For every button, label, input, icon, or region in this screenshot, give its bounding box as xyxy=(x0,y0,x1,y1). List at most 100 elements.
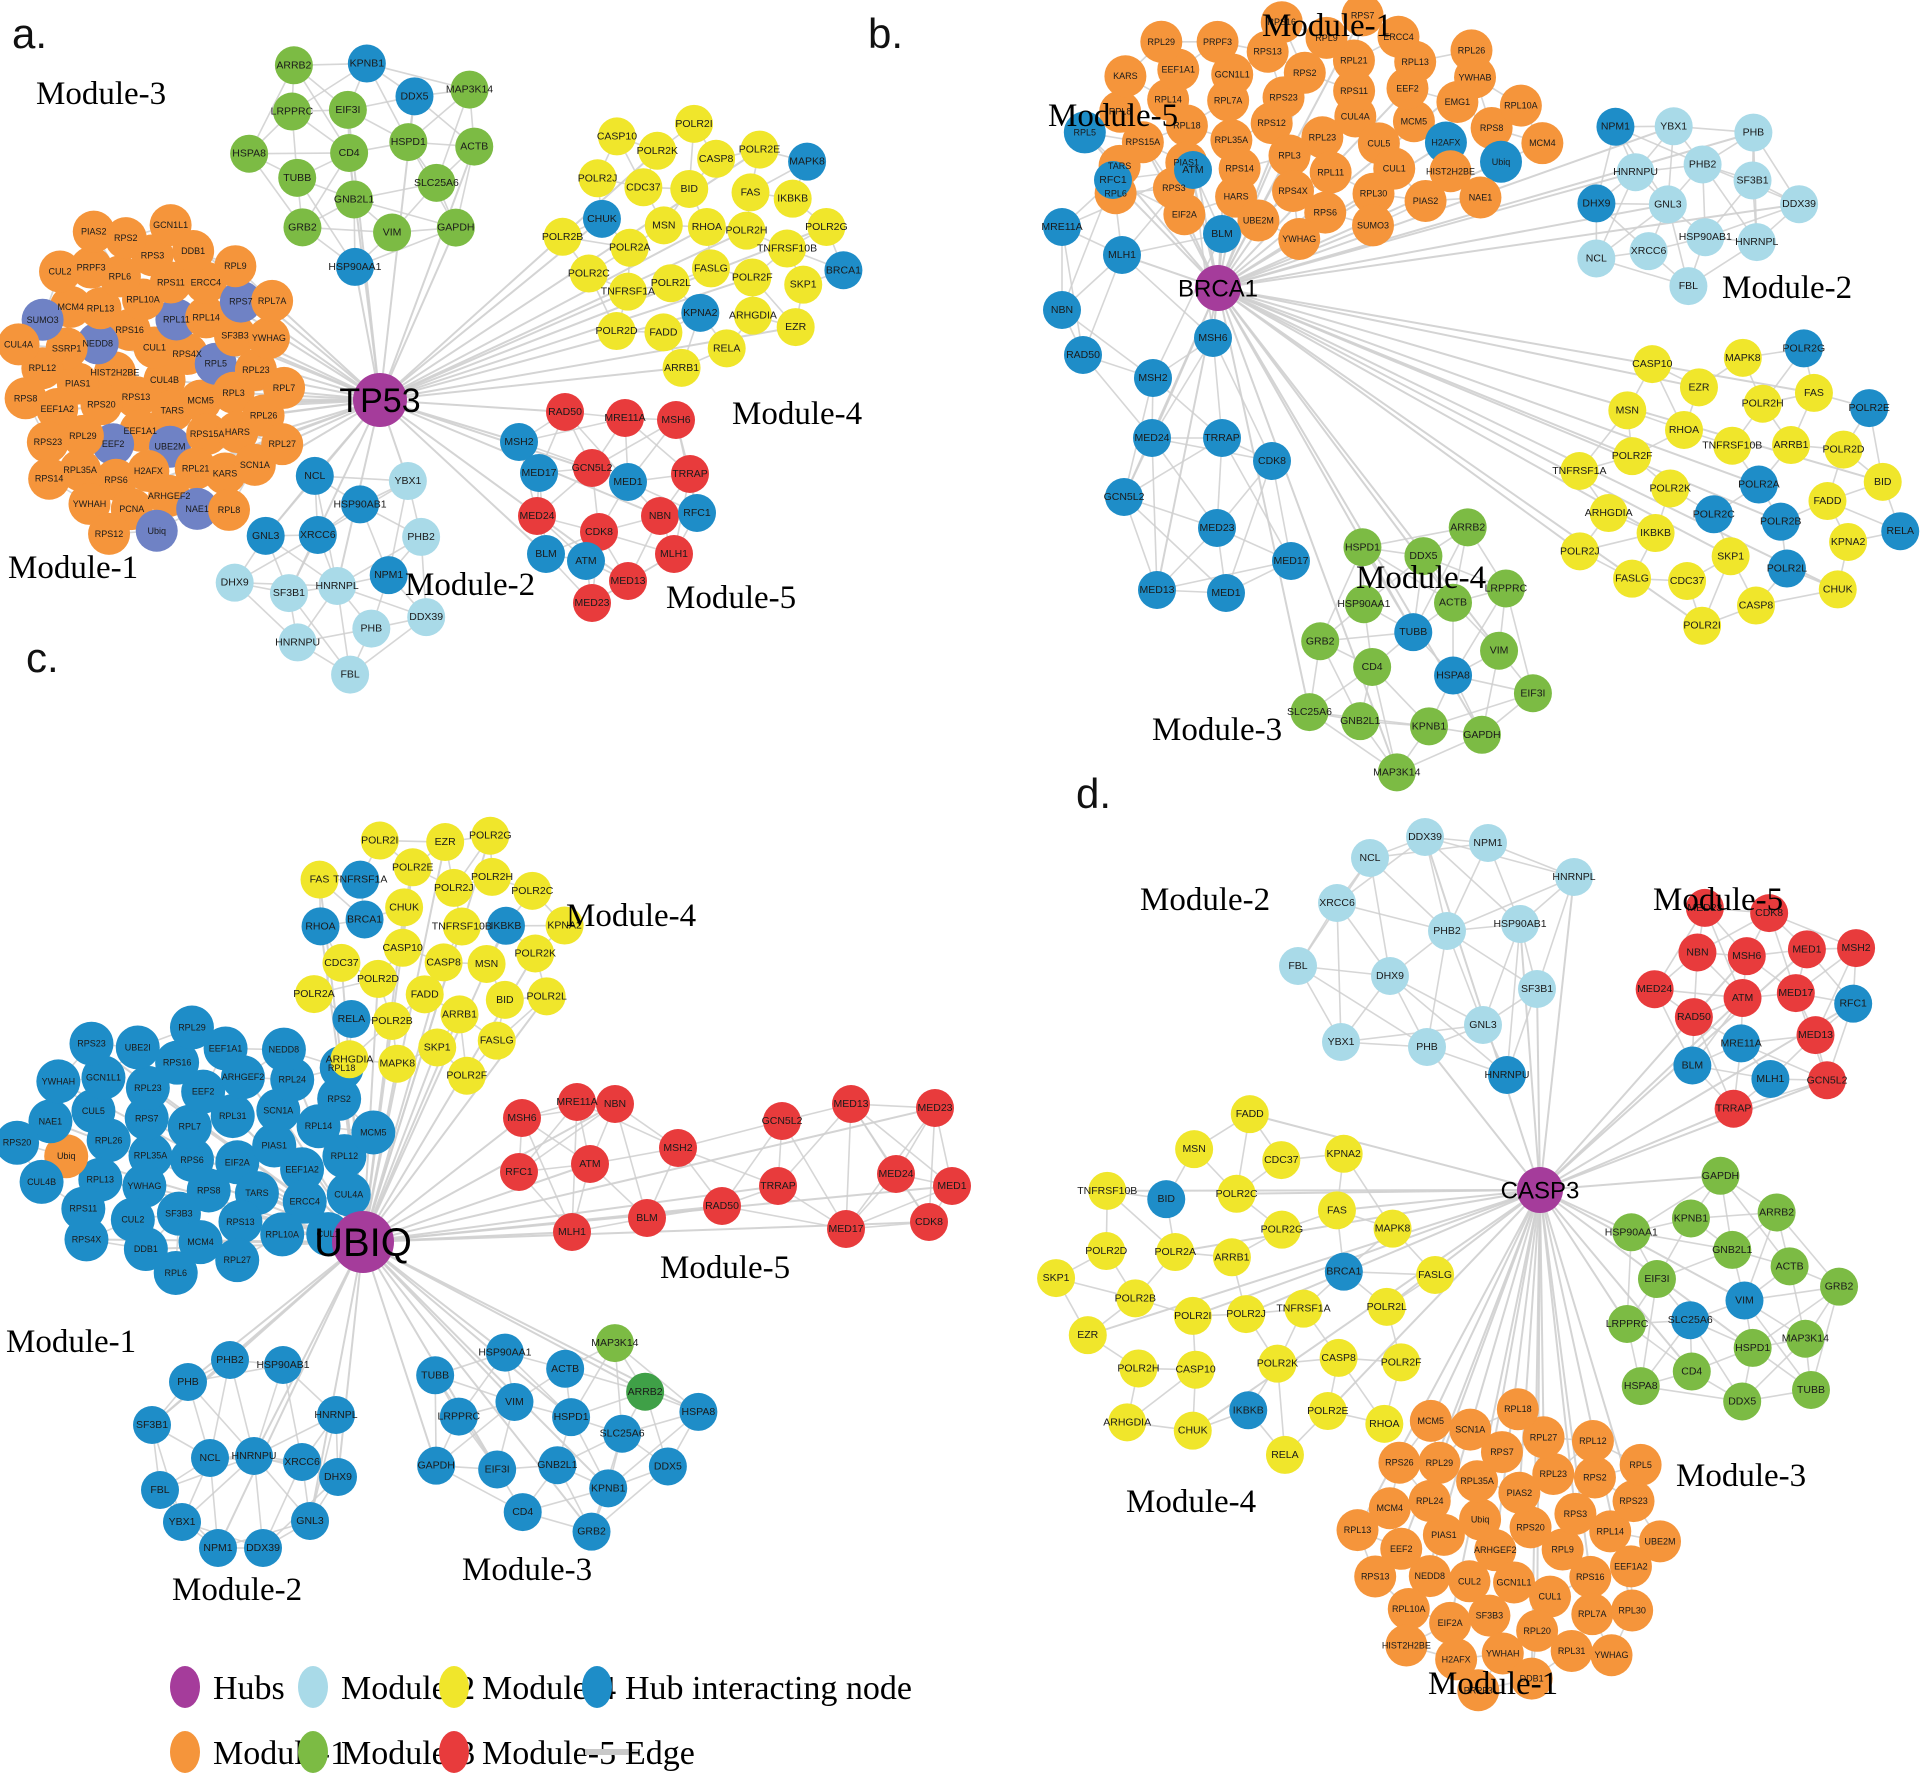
node xyxy=(251,279,294,322)
node xyxy=(68,482,111,525)
node xyxy=(558,1083,596,1121)
node xyxy=(395,77,434,116)
hub-edge xyxy=(1217,203,1800,289)
node xyxy=(1176,1350,1215,1389)
node xyxy=(1733,161,1772,200)
node xyxy=(360,821,399,860)
node xyxy=(1324,1252,1363,1291)
node xyxy=(471,816,510,855)
node xyxy=(1404,179,1447,222)
node xyxy=(644,313,683,352)
hub-edge xyxy=(1249,1113,1541,1191)
node xyxy=(1283,51,1326,94)
node xyxy=(1820,1267,1859,1306)
hub-edge xyxy=(362,1241,438,1466)
node xyxy=(283,208,322,247)
node xyxy=(213,314,256,357)
legend-swatch-hub-interacting-node xyxy=(582,1666,612,1708)
node xyxy=(1268,134,1311,177)
node xyxy=(1674,998,1713,1037)
edge xyxy=(607,1411,699,1489)
node xyxy=(211,1341,249,1379)
node xyxy=(1253,442,1291,480)
node xyxy=(1737,223,1776,262)
node xyxy=(1368,1487,1411,1530)
hub-label: CASP3 xyxy=(1501,1177,1580,1204)
node xyxy=(1571,1593,1614,1636)
node xyxy=(426,823,465,862)
edge xyxy=(1424,836,1521,925)
node xyxy=(1099,90,1142,133)
node xyxy=(1499,84,1542,127)
node xyxy=(176,487,219,530)
hub-edge xyxy=(1217,287,1700,389)
node xyxy=(1230,1095,1269,1134)
node xyxy=(678,494,716,532)
node xyxy=(1377,753,1416,792)
node xyxy=(485,980,524,1019)
node xyxy=(341,860,380,899)
hub-edge xyxy=(1217,287,1311,713)
node xyxy=(19,1159,64,1204)
node xyxy=(352,609,391,648)
node xyxy=(1203,215,1241,253)
node xyxy=(385,888,424,927)
node xyxy=(1175,1130,1214,1169)
node xyxy=(76,322,119,365)
node xyxy=(1791,1370,1830,1409)
node xyxy=(573,584,611,622)
node xyxy=(104,217,147,260)
node xyxy=(417,1446,456,1485)
node xyxy=(149,204,192,247)
node xyxy=(651,264,690,303)
edge xyxy=(1061,226,1084,356)
node xyxy=(603,1414,642,1453)
node xyxy=(389,123,428,162)
node xyxy=(1448,1560,1491,1603)
node xyxy=(169,1363,207,1401)
hub-edge xyxy=(1539,1189,1545,1438)
panel-letter: b. xyxy=(868,10,903,57)
node xyxy=(1212,1238,1251,1277)
hub-edge xyxy=(1217,287,1760,486)
node xyxy=(731,173,770,212)
node xyxy=(1392,100,1435,143)
node xyxy=(595,1324,634,1363)
node xyxy=(1262,1210,1301,1249)
node xyxy=(520,454,558,492)
node xyxy=(1418,1441,1461,1484)
node xyxy=(1410,707,1449,746)
node xyxy=(545,906,584,945)
legend: Hubs Module-2 Module-4 Hub interacting node… xyxy=(170,1666,912,1773)
node xyxy=(1808,482,1847,521)
node xyxy=(1739,465,1778,504)
node xyxy=(1683,145,1722,184)
node xyxy=(1290,693,1329,732)
node xyxy=(4,377,47,420)
hub-node xyxy=(1517,1167,1563,1213)
edge xyxy=(1412,526,1469,633)
node xyxy=(263,366,306,409)
node xyxy=(1353,647,1392,686)
node xyxy=(1701,1156,1740,1195)
node xyxy=(373,1001,412,1040)
node xyxy=(1577,184,1616,223)
node xyxy=(1750,894,1789,933)
hub-edge xyxy=(1539,1189,1577,1514)
node xyxy=(335,247,374,286)
node xyxy=(1636,514,1675,553)
node xyxy=(675,104,714,143)
node xyxy=(582,199,621,238)
node xyxy=(330,1040,369,1079)
node xyxy=(133,1406,171,1444)
node xyxy=(807,207,846,246)
node xyxy=(773,179,812,218)
node xyxy=(1134,359,1172,397)
edge xyxy=(1506,923,1521,1076)
node xyxy=(697,139,736,178)
node xyxy=(1480,140,1523,183)
node xyxy=(125,1065,170,1110)
node xyxy=(659,1129,697,1167)
node xyxy=(1673,1046,1712,1085)
node xyxy=(330,133,369,172)
